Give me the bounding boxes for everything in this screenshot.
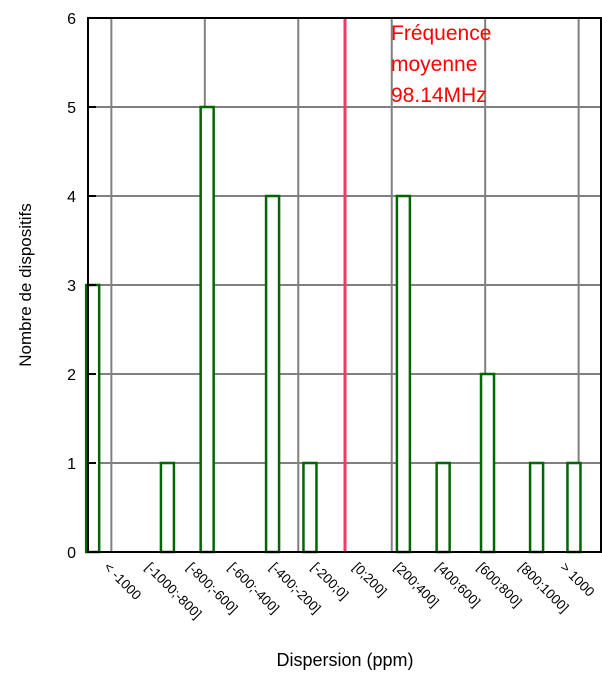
histogram-bar	[528, 461, 545, 554]
histogram-bar	[302, 461, 318, 554]
y-tick-label: 2	[67, 367, 76, 384]
histogram-bar	[566, 461, 582, 554]
histogram-bar	[199, 105, 215, 554]
y-tick-label: 4	[67, 189, 76, 206]
histogram-bar	[159, 461, 176, 554]
y-tick-label: 1	[67, 456, 76, 473]
annotation-line: 98.14MHz	[391, 84, 487, 107]
x-tick-label: [200;400]	[391, 560, 441, 610]
y-axis-label: Nombre de dispositifs	[16, 203, 35, 366]
x-tick-label: [0;200]	[350, 560, 390, 600]
histogram-bar	[395, 194, 412, 554]
y-tick-label: 3	[67, 278, 76, 295]
histogram-bar	[479, 372, 496, 554]
bars-group	[84, 105, 582, 554]
x-axis-label: Dispersion (ppm)	[276, 650, 413, 670]
annotation-line: Fréquence	[391, 22, 491, 45]
histogram-bar	[264, 194, 281, 554]
y-axis-ticks: 0 1 2 3 4 5 6	[67, 11, 96, 562]
mean-frequency-annotation: Fréquence moyenne 98.14MHz	[391, 22, 491, 107]
x-tick-label: [600;800]	[474, 560, 524, 610]
x-axis-ticks: < -1000[-1000;-800][-800;-600][-600;-400…	[101, 560, 598, 622]
y-tick-label: 0	[67, 545, 76, 562]
x-tick-label: > 1000	[557, 560, 597, 600]
x-tick-label: < -1000	[101, 560, 144, 603]
annotation-line: moyenne	[391, 53, 477, 76]
x-tick-label: [400;600]	[433, 560, 483, 610]
histogram-bar	[435, 461, 451, 554]
y-tick-label: 5	[67, 100, 76, 117]
y-tick-label: 6	[67, 11, 76, 28]
